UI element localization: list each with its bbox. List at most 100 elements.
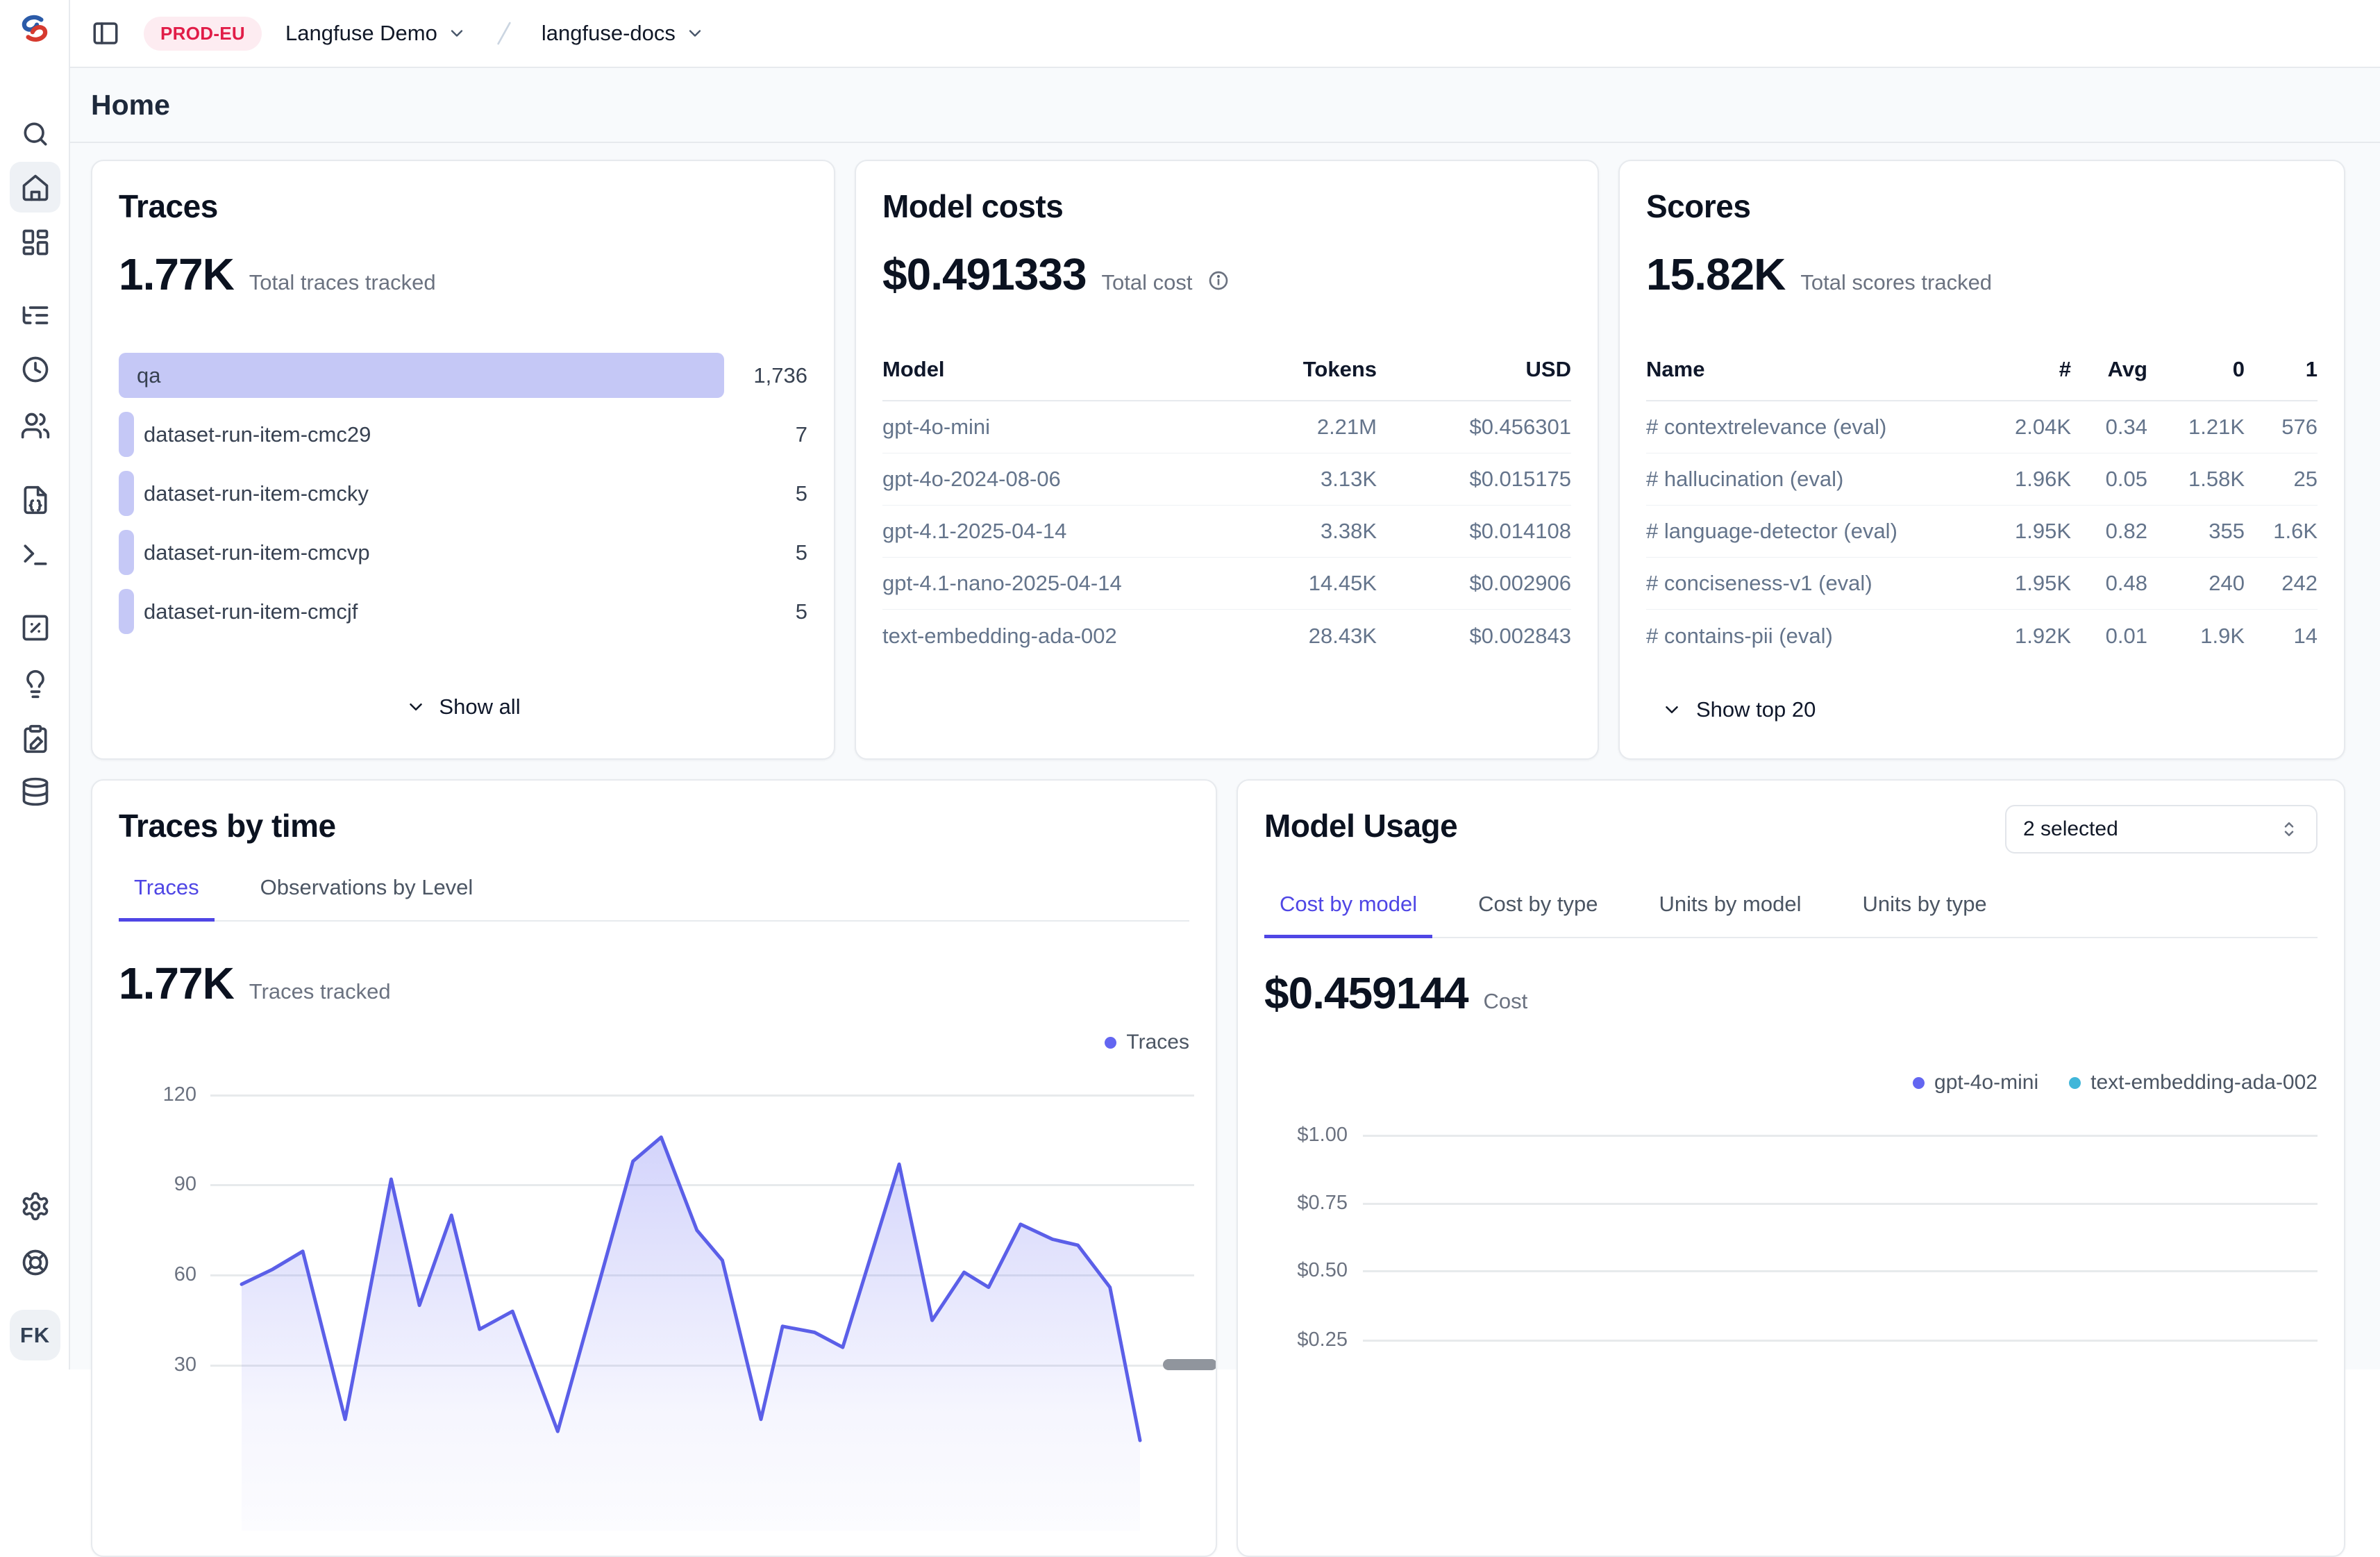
model-usage-card: Model Usage 2 selected Cost by model Cos…: [1237, 779, 2345, 1557]
sidebar-item-users[interactable]: [10, 400, 60, 451]
bar: [119, 353, 724, 398]
lifebuoy-icon: [22, 1249, 48, 1275]
sidebar: FK: [0, 0, 70, 1369]
sidebar-item-llm-as-judge[interactable]: [10, 658, 60, 709]
legend-dot-traces: [1105, 1036, 1117, 1049]
traces-area: [242, 1137, 1140, 1531]
tab-observations-by-level[interactable]: Observations by Level: [260, 875, 474, 899]
bar-label: dataset-run-item-cmcjf: [144, 599, 358, 624]
sidebar-item-playground[interactable]: [10, 529, 60, 580]
bar: [119, 589, 134, 634]
chart-legend: gpt-4o-mini text-embedding-ada-002: [1913, 1071, 2318, 1094]
y-axis-tick: 30: [174, 1354, 196, 1376]
sidebar-item-support[interactable]: [10, 1237, 60, 1288]
environment-badge: PROD-EU: [144, 16, 262, 51]
sidebar-item-annotation[interactable]: [10, 713, 60, 764]
tab-units-by-type[interactable]: Units by type: [1862, 892, 1987, 916]
legend-item: Traces: [1105, 1031, 1189, 1054]
sidebar-item-tracing[interactable]: [10, 290, 60, 340]
gridline: [210, 1184, 1194, 1186]
table-row: # contextrelevance (eval) 2.04K 0.34 1.2…: [1646, 401, 2318, 453]
scores-table: Name # Avg 0 1 # contextrelevance (eval)…: [1646, 357, 2318, 662]
table-row: # conciseness-v1 (eval) 1.95K 0.48 240 2…: [1646, 558, 2318, 610]
table-row: # hallucination (eval) 1.96K 0.05 1.58K …: [1646, 453, 2318, 506]
traces-total: 1.77K: [119, 249, 235, 299]
bar: [119, 412, 134, 457]
bar-row: dataset-run-item-cmcvp 5: [119, 530, 807, 575]
bar-label: qa: [137, 363, 161, 388]
y-axis-tick: 120: [162, 1083, 196, 1106]
bar-label: dataset-run-item-cmcvp: [144, 540, 370, 565]
model-costs-card: Model costs $0.491333 Total cost Model T…: [855, 160, 1599, 760]
bar-value: 5: [795, 599, 807, 624]
legend-item: gpt-4o-mini: [1913, 1071, 2038, 1094]
total-cost-label: Total cost: [1101, 270, 1193, 294]
table-header: Model Tokens USD: [882, 357, 1571, 401]
sidebar-toggle-button[interactable]: [91, 19, 120, 48]
file-code-icon: [24, 485, 47, 514]
lightbulb-icon: [26, 669, 44, 698]
sidebar-item-evaluation[interactable]: [10, 602, 60, 653]
sidebar-item-sessions[interactable]: [10, 344, 60, 394]
org-name: Langfuse Demo: [285, 21, 437, 45]
legend-dot-gpt-4o-mini: [1913, 1076, 1925, 1089]
y-axis-tick: 90: [174, 1173, 196, 1195]
total-cost: $0.491333: [882, 249, 1087, 299]
sidebar-item-settings[interactable]: [10, 1181, 60, 1231]
search-icon: [24, 122, 47, 145]
tab-traces[interactable]: Traces: [119, 875, 215, 922]
legend-item: text-embedding-ada-002: [2069, 1071, 2318, 1094]
breadcrumb-project[interactable]: langfuse-docs: [542, 21, 705, 46]
scores-total: 15.82K: [1646, 249, 1786, 299]
langfuse-logo[interactable]: [19, 14, 51, 43]
chevron-down-icon: [1666, 706, 1678, 713]
y-axis-tick: $0.75: [1297, 1192, 1348, 1214]
gridline: [210, 1094, 1194, 1097]
model-costs-table: Model Tokens USD gpt-4o-mini 2.21M $0.45…: [882, 357, 1571, 662]
info-icon[interactable]: [1207, 267, 1230, 290]
table-row: # contains-pii (eval) 1.92K 0.01 1.9K 14: [1646, 623, 2318, 648]
sidebar-item-datasets[interactable]: [10, 766, 60, 817]
bar-label: dataset-run-item-cmcky: [144, 481, 369, 506]
top-bar: PROD-EU Langfuse Demo langfuse-docs: [70, 0, 2380, 68]
sidebar-item-search[interactable]: [10, 108, 60, 159]
tab-units-by-model[interactable]: Units by model: [1659, 892, 1802, 916]
tab-cost-by-model[interactable]: Cost by model: [1264, 892, 1433, 938]
table-row: gpt-4.1-nano-2025-04-14 14.45K $0.002906: [882, 558, 1571, 610]
bar: [119, 471, 134, 516]
bar-row: dataset-run-item-cmc29 7: [119, 412, 807, 457]
user-avatar[interactable]: FK: [10, 1310, 60, 1360]
tab-cost-by-type[interactable]: Cost by type: [1478, 892, 1598, 916]
show-top-20-button[interactable]: Show top 20: [1661, 697, 1816, 722]
y-axis-tick: $1.00: [1297, 1124, 1348, 1146]
traces-line: [240, 1135, 1142, 1442]
traces-card: Traces 1.77K Total traces tracked qa 1,7…: [91, 160, 835, 760]
show-all-button[interactable]: Show all: [92, 694, 834, 719]
traces-total-label: Total traces tracked: [249, 270, 436, 294]
sidebar-item-home[interactable]: [10, 162, 60, 213]
usage-cost-label: Cost: [1483, 989, 1528, 1013]
clock-icon: [22, 356, 48, 382]
users-icon: [21, 413, 49, 438]
gridline: [210, 1365, 1194, 1367]
traces-by-time-card: Traces by time Traces Observations by Le…: [91, 779, 1217, 1557]
bar-row: dataset-run-item-cmcjf 5: [119, 589, 807, 634]
y-axis-tick: $0.50: [1297, 1259, 1348, 1281]
table-row: gpt-4o-mini 2.21M $0.456301: [882, 401, 1571, 453]
model-select[interactable]: 2 selected: [2005, 805, 2318, 854]
horizontal-scrollbar-thumb[interactable]: [1163, 1359, 1216, 1370]
gridline: [1363, 1203, 2318, 1205]
bar-row: qa 1,736: [119, 353, 807, 398]
traces-tracked-label: Traces tracked: [249, 979, 391, 1004]
project-name: langfuse-docs: [541, 21, 676, 45]
breadcrumb-org[interactable]: Langfuse Demo: [285, 21, 467, 46]
table-row: gpt-4o-2024-08-06 3.13K $0.015175: [882, 453, 1571, 506]
sidebar-item-dashboards[interactable]: [10, 217, 60, 267]
page-title: Home: [91, 88, 170, 121]
gridline: [210, 1274, 1194, 1276]
sidebar-item-prompts[interactable]: [10, 474, 60, 525]
bar-row: dataset-run-item-cmcky 5: [119, 471, 807, 516]
database-icon: [22, 777, 48, 806]
table-row: gpt-4.1-2025-04-14 3.38K $0.014108: [882, 506, 1571, 558]
chart-legend: Traces: [1105, 1031, 1189, 1054]
